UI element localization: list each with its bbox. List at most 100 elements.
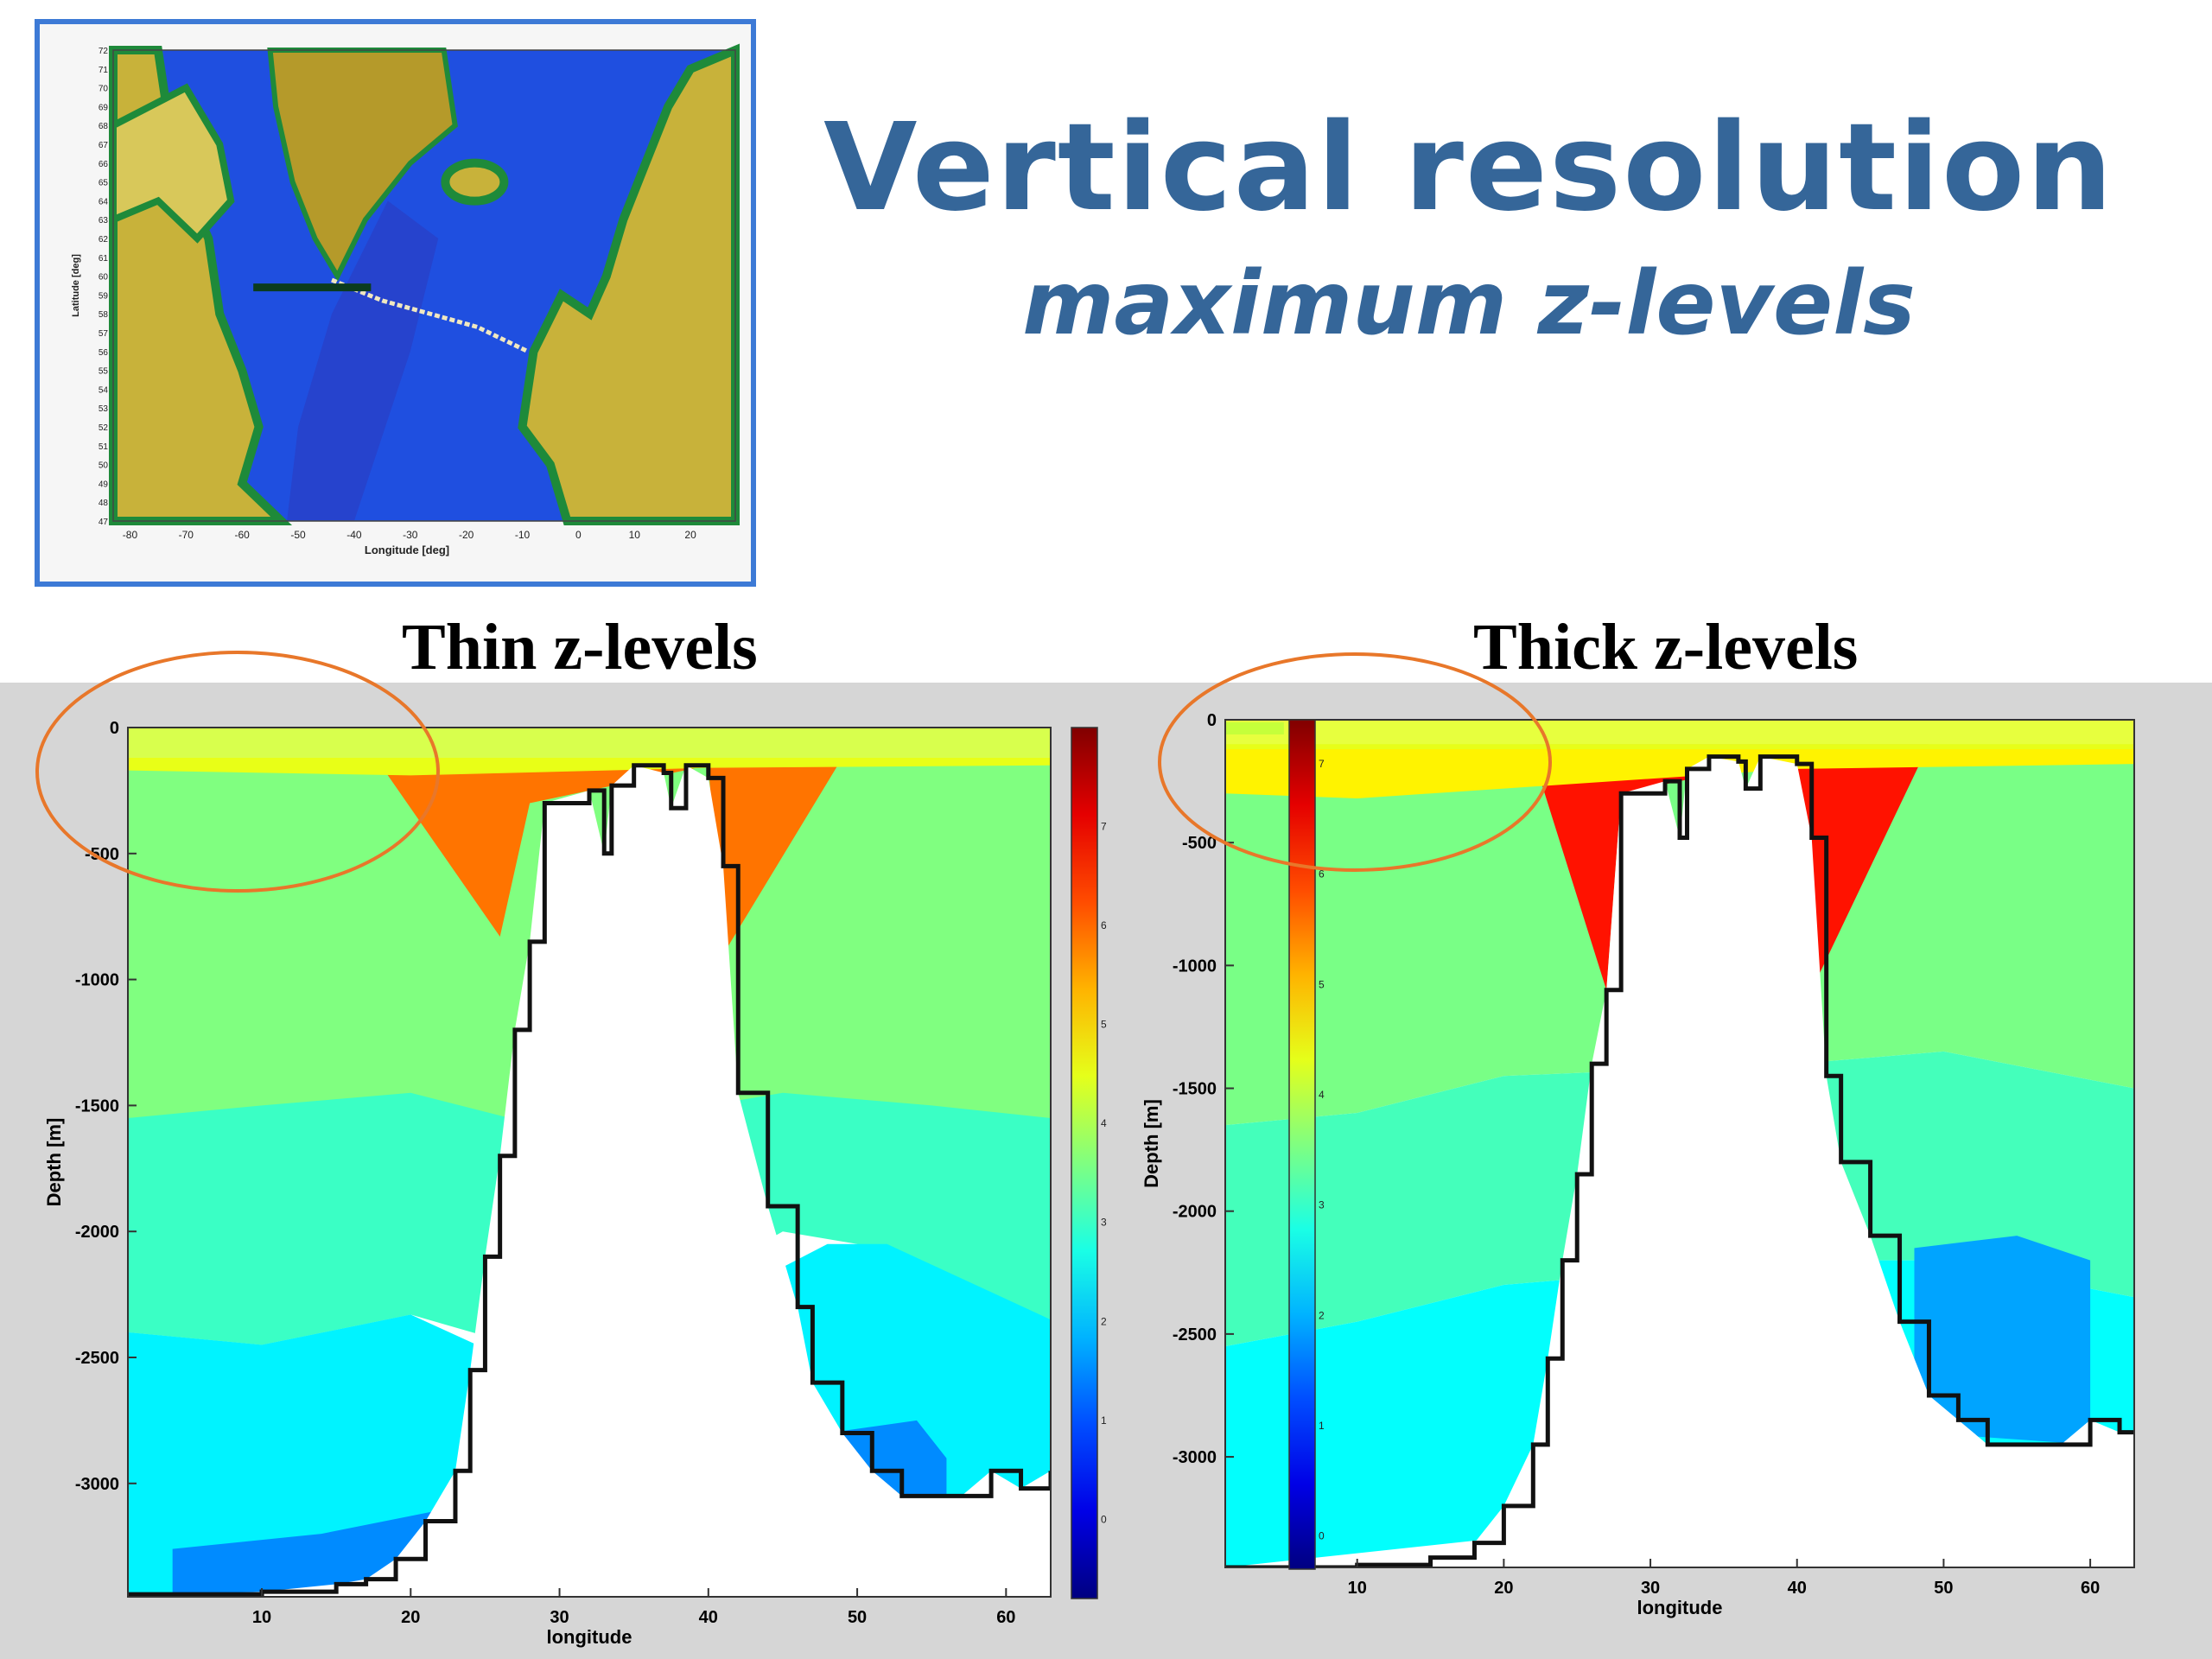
map-y-tick: 69 [99, 103, 109, 112]
map-y-tick: 62 [99, 235, 109, 245]
y-tick-label: -2500 [75, 1349, 119, 1368]
map-y-tick: 54 [99, 385, 109, 395]
greenland-land [267, 48, 458, 282]
iceland-land [441, 158, 509, 206]
bathymetry-outline [1225, 754, 2134, 1567]
x-tick-label: 60 [2081, 1579, 2100, 1598]
x-tick-label: 30 [550, 1608, 569, 1627]
x-tick-label: 40 [699, 1608, 718, 1627]
y-tick-label: -1000 [1173, 957, 1217, 976]
map-y-tick: 72 [99, 47, 109, 56]
map-x-tick: -30 [403, 529, 418, 541]
map-y-tick: 47 [99, 518, 109, 527]
map-x-label: Longitude [deg] [365, 543, 449, 556]
seabed [128, 765, 1051, 1597]
y-tick-label: -500 [85, 845, 119, 864]
map-y-tick: 51 [99, 442, 109, 452]
map-y-tick: 61 [99, 254, 109, 264]
x-tick-label: 60 [996, 1608, 1015, 1627]
colorbar-tick-label: 4 [1101, 1117, 1107, 1129]
map-y-tick: 70 [99, 85, 109, 94]
y-tick-label: -1500 [1173, 1080, 1217, 1099]
water-region [1914, 1236, 2091, 1445]
y-tick-label: -3000 [75, 1475, 119, 1494]
colorbar [1071, 727, 1098, 1599]
x-tick-label: 20 [401, 1608, 420, 1627]
map-x-tick: 10 [629, 529, 641, 541]
plot-frame [1224, 719, 2135, 1568]
y-tick-label: -2000 [1173, 1203, 1217, 1222]
colorbar-tick-label: 0 [1101, 1513, 1107, 1525]
water-region [380, 757, 842, 955]
map-y-tick: 66 [99, 160, 109, 169]
deep-basin [287, 200, 439, 521]
x-tick-label: 10 [1348, 1579, 1367, 1598]
x-axis-label: longitude [547, 1626, 632, 1648]
colorbar-tick-label: 7 [1101, 821, 1107, 833]
x-axis-label: longitude [1637, 1597, 1723, 1618]
thin-levels-plot: 10 20 30 40 50 600-500-1000-1500-2000-2500-30… [35, 651, 1107, 1648]
section-line [331, 277, 530, 354]
y-tick-label: -3000 [1173, 1448, 1217, 1467]
map-y-tick: 68 [99, 122, 109, 131]
baffin-island-land [110, 83, 235, 244]
map-y-tick: 57 [99, 329, 109, 339]
map-x-tick: -60 [235, 529, 251, 541]
y-tick-label: -2000 [75, 1223, 119, 1242]
colorbar-tick-label: 4 [1319, 1089, 1325, 1101]
colorbar-tick-label: 0 [1319, 1530, 1325, 1542]
colorbar-tick-label: 2 [1101, 1315, 1107, 1327]
colorbar-tick-label: 5 [1319, 978, 1325, 990]
slide-title: Vertical resolution [823, 98, 2114, 238]
map-x-tick: -10 [515, 529, 531, 541]
colorbar-tick-label: 6 [1319, 868, 1325, 880]
x-tick-label: 30 [1641, 1579, 1660, 1598]
colorbar-tick-label: 7 [1319, 758, 1325, 770]
surface-layer [1225, 720, 2134, 750]
colorbar-tick-label: 1 [1101, 1414, 1107, 1427]
bathymetry-map: -80 -70 -60 -50 -40 -30 -20 -10 0 10 20 47 48 49 50 51 5… [71, 43, 740, 556]
map-y-tick: 58 [99, 310, 109, 320]
map-y-tick: 63 [99, 216, 109, 226]
map-y-tick: 71 [99, 66, 109, 75]
map-y-tick: 55 [99, 367, 109, 377]
colorbar-tick-label: 6 [1101, 919, 1107, 931]
colorbar-tick-label: 2 [1319, 1309, 1325, 1321]
x-tick-label: 10 [252, 1608, 271, 1627]
y-tick-label: -1500 [75, 1096, 119, 1116]
map-x-tick: -80 [123, 529, 138, 541]
map-y-tick: 64 [99, 197, 109, 207]
seabed [1225, 756, 2134, 1567]
map-x-tick: -40 [346, 529, 362, 541]
x-tick-label: 40 [1788, 1579, 1807, 1598]
colorbar [1288, 719, 1316, 1570]
colorbar-tick-label: 3 [1101, 1217, 1107, 1229]
map-x-tick: -70 [179, 529, 194, 541]
map-y-label: Latitude [deg] [71, 254, 81, 317]
y-tick-label: -2500 [1173, 1325, 1217, 1344]
map-y-tick: 59 [99, 291, 109, 301]
left-panel-title: Thin z-levels [402, 611, 758, 683]
map-y-tick: 53 [99, 404, 109, 414]
map-x-tick: -20 [459, 529, 474, 541]
bathymetry-outline [128, 763, 1051, 1597]
colorbar-tick-label: 3 [1319, 1199, 1325, 1211]
x-tick-label: 20 [1494, 1579, 1513, 1598]
map-y-tick: 49 [99, 480, 109, 489]
thick-levels-plot: 10 20 30 40 50 600-500-1000-1500-2000-2500-30… [1141, 652, 2135, 1618]
y-tick-label: 0 [1207, 711, 1217, 730]
highlight-ellipse [35, 651, 440, 893]
map-inset: -80 -70 -60 -50 -40 -30 -20 -10 0 10 20 47 48 49 50 51 5… [35, 19, 756, 587]
y-tick-label: 0 [110, 719, 119, 738]
map-x-tick: 20 [684, 529, 696, 541]
slide-subtitle: maximum z-levels [1022, 252, 1916, 355]
map-y-tick: 56 [99, 348, 109, 358]
x-tick-label: 50 [848, 1608, 867, 1627]
map-y-tick: 50 [99, 461, 109, 471]
map-y-tick: 67 [99, 141, 109, 150]
right-panel-title: Thick z-levels [1473, 611, 1859, 683]
water-region [128, 757, 1051, 776]
plot-frame [127, 727, 1052, 1598]
water-region [1533, 744, 1929, 990]
colorbar-tick-label: 5 [1101, 1019, 1107, 1031]
